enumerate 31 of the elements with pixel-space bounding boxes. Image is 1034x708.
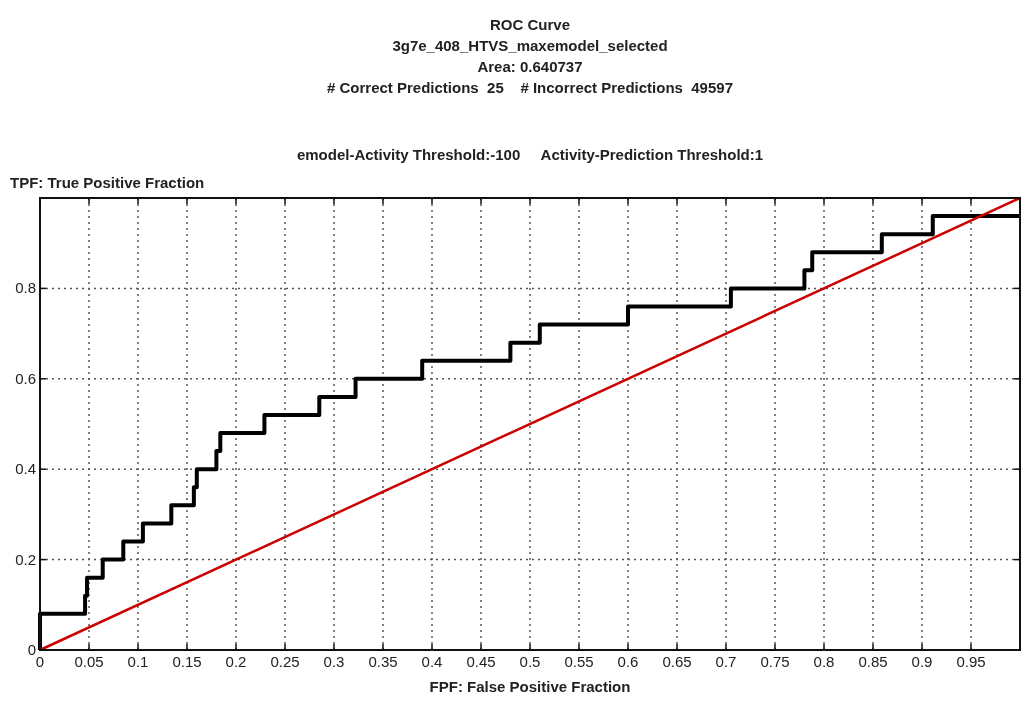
y-tick-label: 0.4 [15, 460, 36, 478]
x-tick-label: 0.75 [760, 653, 790, 670]
x-tick-label: 0.4 [421, 653, 443, 670]
x-tick-label: 0.65 [662, 653, 692, 670]
x-tick-label: 0.25 [270, 653, 300, 670]
chart-title: ROC Curve [489, 16, 571, 33]
y-tick-label: 0.2 [15, 550, 36, 568]
x-axis-title: FPF: False Positive Fraction [429, 678, 631, 695]
x-tick-label: 0.45 [466, 653, 496, 670]
x-tick-label: 0.7 [715, 653, 737, 670]
chart-subtitle: 3g7e_408_HTVS_maxemodel_selected [392, 37, 668, 54]
x-tick-label: 0.9 [911, 653, 933, 670]
x-tick-label: 0.55 [564, 653, 594, 670]
y-axis-title: TPF: True Positive Fraction [10, 174, 205, 191]
x-tick-label: 0.3 [323, 653, 345, 670]
x-tick-label: 0.05 [74, 653, 104, 670]
text: # Correct Predictions 25 # Incorrect Predictions 49597 [326, 79, 734, 96]
x-tick-label: 0.85 [858, 653, 888, 670]
x-tick-label: 0.8 [813, 653, 835, 670]
x-tick-label: 0.95 [956, 653, 986, 670]
x-tick-label: 0.2 [225, 653, 247, 670]
x-tick-label: 0.35 [368, 653, 398, 670]
text: Area: 0.640737 [477, 58, 583, 75]
text: emodel-Activity Threshold:-100 Activity-Prediction Threshold:1 [296, 146, 764, 163]
x-tick-label: 0.1 [127, 653, 149, 670]
x-tick-label: 0.6 [617, 653, 639, 670]
y-tick-label: 0.6 [15, 369, 36, 387]
y-tick-label: 0.8 [15, 279, 36, 297]
y-tick-label: 0 [27, 641, 36, 658]
x-tick-label: 0.5 [519, 653, 541, 670]
x-tick-label: 0.15 [172, 653, 202, 670]
